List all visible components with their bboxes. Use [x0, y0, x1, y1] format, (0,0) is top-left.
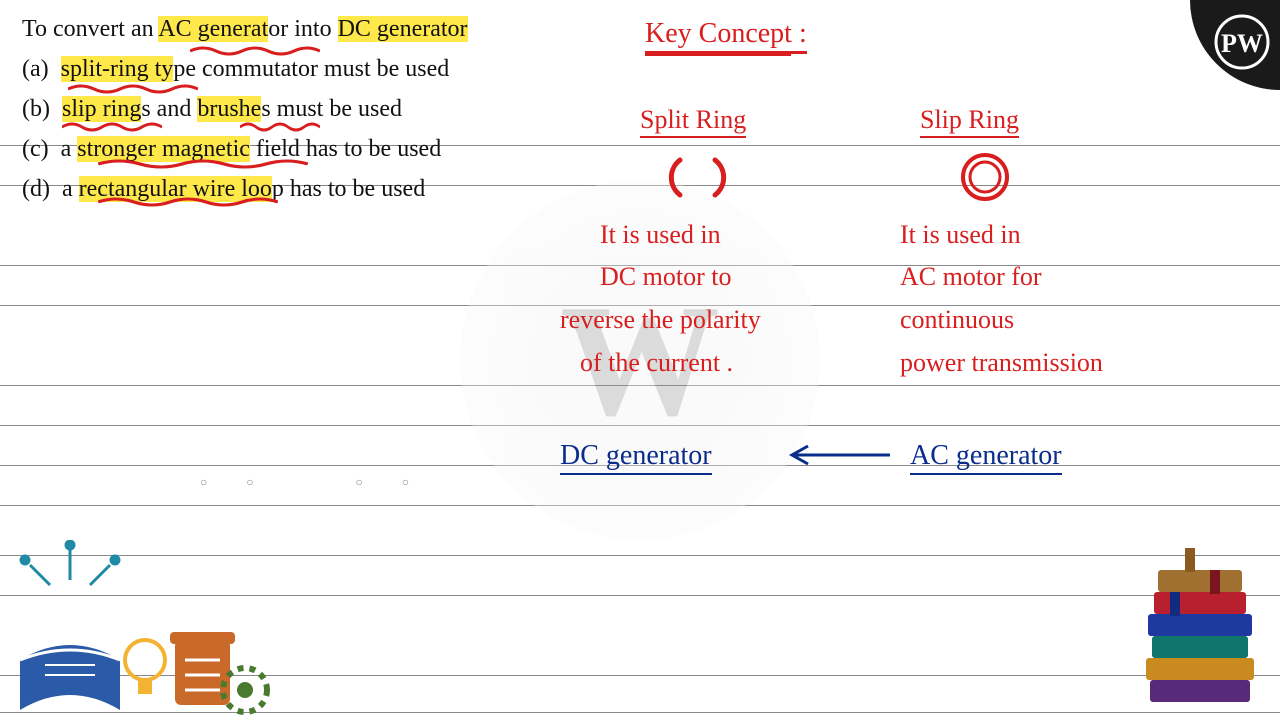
scribble-underline [190, 44, 320, 56]
scribble-underline [98, 195, 278, 207]
opt-hl: slip ring [62, 96, 141, 122]
science-deco [10, 540, 270, 720]
heading-text: Slip Ring [920, 105, 1019, 138]
opt-hl2: brushe [197, 96, 261, 122]
handwriting-line: It is used in [600, 220, 721, 250]
pw-logo: PW [1160, 0, 1280, 90]
handwriting-line: continuous [900, 305, 1014, 335]
arrow-icon [780, 440, 900, 470]
heading-text: Split Ring [640, 105, 746, 138]
books-deco [1140, 540, 1260, 710]
scribble-underline [68, 82, 198, 94]
stem-mid: or into [268, 16, 337, 42]
decorative-dots: ○ ○ ○ ○ [200, 475, 427, 490]
opt-rest: p has to be used [272, 176, 425, 202]
handwriting-line: AC motor for [900, 262, 1042, 292]
opt-hl: split-ring ty [61, 56, 174, 82]
stem-hl1: AC generat [158, 16, 268, 42]
slip-ring-icon [955, 150, 1015, 205]
split-ring-heading: Split Ring [640, 105, 746, 135]
slip-ring-heading: Slip Ring [920, 105, 1019, 135]
label-text: DC generator [560, 440, 712, 475]
opt-mid: s and [141, 96, 197, 122]
scribble-underline [98, 157, 308, 169]
handwriting-line: It is used in [900, 220, 1021, 250]
handwriting-line: power transmission [900, 348, 1103, 378]
opt-label: (c) [22, 136, 49, 162]
label-text: AC generator [910, 440, 1062, 475]
key-concept-title: Key Concept : [645, 18, 807, 56]
opt-label: (a) [22, 56, 49, 82]
handwriting-line: of the current . [580, 348, 733, 378]
opt-label: (b) [22, 96, 50, 122]
opt-rest: s must be used [261, 96, 402, 122]
handwriting-line: reverse the polarity [560, 305, 761, 335]
scribble-underline [240, 120, 320, 132]
opt-pre: a [62, 176, 79, 202]
key-concept-text: Key Concept : [645, 18, 807, 54]
question-block: To convert an AC generator into DC gener… [22, 10, 468, 208]
logo-text: PW [1221, 29, 1263, 58]
stem-pre: To convert an [22, 16, 158, 42]
opt-pre: a [61, 136, 78, 162]
opt-label: (d) [22, 176, 50, 202]
question-stem: To convert an AC generator into DC gener… [22, 10, 468, 48]
dc-generator-label: DC generator [560, 440, 712, 472]
scribble-underline [62, 120, 162, 132]
split-ring-icon [665, 150, 735, 205]
ac-generator-label: AC generator [910, 440, 1062, 472]
stem-hl2: DC generator [338, 16, 468, 42]
handwriting-line: DC motor to [600, 262, 731, 292]
opt-rest: pe commutator must be used [173, 56, 449, 82]
